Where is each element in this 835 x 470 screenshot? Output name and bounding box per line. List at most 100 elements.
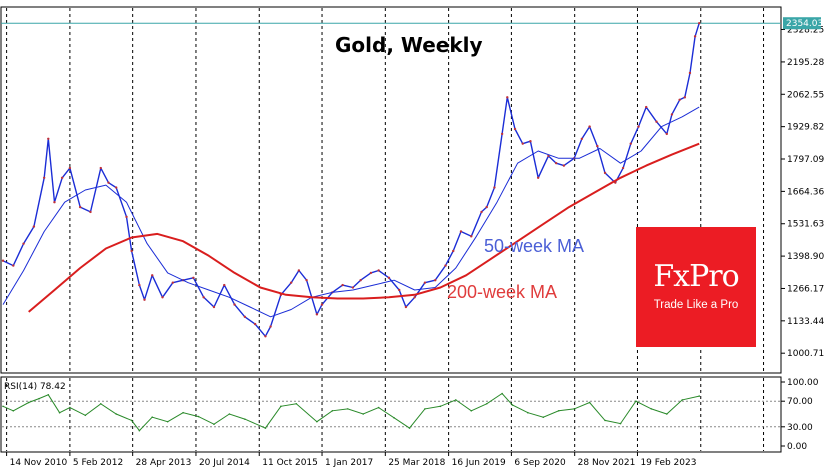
price-point [377,269,380,272]
vertical-grid [6,8,765,451]
price-point [369,271,373,275]
price-label-box [783,17,821,30]
price-point [621,166,625,170]
price-point [233,303,236,306]
rsi-point [501,392,503,395]
time-axis: 14 Nov 2010 5 Feb 2012 28 Apr 2013 20 Jul 2… [6,452,696,468]
rsi-point [424,408,426,410]
x-tick-label: 5 Feb 2012 [73,458,123,468]
rsi-point [362,413,364,415]
price-point [264,335,267,338]
rsi-point [331,410,334,412]
rsi-point [346,408,349,410]
y-tick-label: 1398.90 [787,252,824,262]
price-point [315,313,319,316]
rsi-title: RSI(14) 78.42 [4,382,66,392]
price-point [359,279,362,282]
rsi-point [58,411,61,414]
rsi-point [455,399,457,401]
price-point [60,176,64,180]
y-tick-label: 1664.36 [787,187,824,197]
rsi-point [99,402,102,405]
price-point [89,210,92,214]
x-tick-label: 19 Feb 2023 [640,458,696,468]
x-tick-label: 28 Apr 2013 [136,458,192,468]
price-point [269,325,272,328]
price-point [536,176,540,180]
ma200-line [28,142,700,313]
price-axis: 2328.25 2195.28 2062.55 1929.82 1797.09 1664.… [781,25,824,359]
fxpro-logo: FxPro Trade Like a Pro [636,227,756,347]
rsi-point [408,427,411,429]
rsi-point [244,418,246,420]
price-point [506,96,509,99]
rsi-point [527,411,529,414]
rsi-point [439,405,442,408]
price-point [480,210,483,214]
rsi-point [84,414,87,417]
rsi-tick-label: 30.00 [787,423,813,433]
rsi-point [681,399,684,401]
price-point [413,296,416,299]
rsi-point [542,416,545,419]
price-point [243,315,247,318]
price-point [351,286,355,289]
ma200-annotation: 200-week MA [447,282,557,302]
price-point [459,230,463,233]
price-point [171,281,175,284]
rsi-point [295,402,298,405]
price-point [434,279,437,282]
rsi-point [485,402,488,405]
rsi-point [280,405,282,408]
price-point [629,142,632,145]
price-point [423,281,427,284]
x-tick-label: 1 Jan 2017 [325,458,373,468]
price-point [493,186,496,189]
price-point [138,283,141,287]
price-point [529,140,532,143]
rsi-point [130,419,133,422]
y-tick-label: 2195.28 [787,58,824,68]
price-point [42,176,46,180]
series-layer [1,22,701,338]
rsi-point [166,420,169,423]
price-point [22,242,25,245]
rsi-point [228,413,231,415]
price-point [47,137,50,140]
rsi-point [393,417,395,419]
price-point [305,279,308,282]
rsi-point [588,401,591,404]
price-point [670,113,674,116]
rsi-point [47,394,50,396]
rsi-point [115,413,118,415]
price-point [289,281,293,284]
rsi-point [151,416,154,419]
price-point [596,144,599,148]
price-point [212,305,216,309]
rsi-point [665,413,668,415]
price-point [32,225,36,228]
x-tick-label: 20 Jul 2014 [199,458,250,468]
price-point [12,264,15,267]
rsi-point [316,420,318,423]
x-tick-label: 25 Mar 2018 [388,458,445,468]
price-point [500,132,504,136]
rsi-point [573,408,575,410]
price-point [202,296,205,299]
y-tick-label: 2062.55 [787,90,824,100]
logo-brand: FxPro [653,259,739,294]
rsi-point [377,406,380,409]
price-point [192,276,195,279]
rsi-tick-label: 0.00 [787,442,807,452]
ma50-annotation: 50-week MA [484,236,584,256]
y-tick-label: 1266.17 [787,284,824,294]
rsi-point [69,406,71,409]
y-tick-label: 2328.25 [787,25,824,35]
rsi-point [619,422,622,425]
price-point [521,142,524,145]
rsi-point [650,408,653,410]
y-tick-label: 1797.09 [787,155,824,165]
price-point [125,215,128,219]
y-tick-label: 1133.44 [787,317,824,327]
price-point [53,200,56,204]
